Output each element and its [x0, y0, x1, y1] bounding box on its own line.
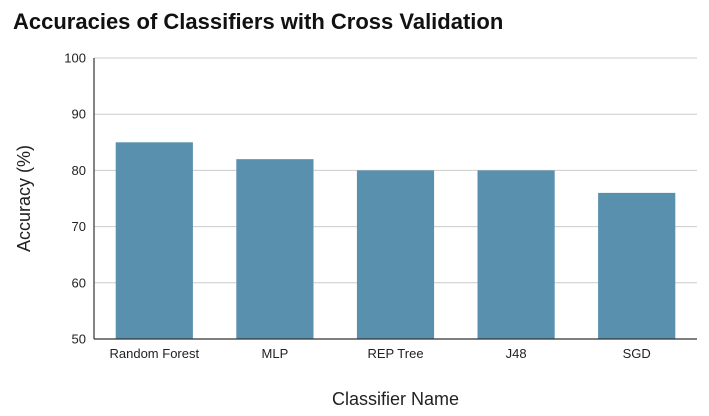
x-tick-label: MLP [262, 346, 289, 361]
bars [115, 142, 676, 339]
bar-sgd [598, 192, 676, 339]
chart-title: Accuracies of Classifiers with Cross Val… [13, 9, 504, 34]
bar-j48 [477, 170, 555, 339]
bar-random-forest [115, 142, 193, 339]
x-axis-label: Classifier Name [332, 389, 459, 409]
axes [93, 58, 697, 340]
y-tick-label: 90 [72, 107, 86, 122]
x-tick-label: J48 [506, 346, 527, 361]
y-axis-label: Accuracy (%) [14, 145, 34, 252]
x-tick-label: REP Tree [367, 346, 423, 361]
y-tick-label: 70 [72, 219, 86, 234]
x-tick-label: SGD [623, 346, 651, 361]
y-tick-label: 80 [72, 163, 86, 178]
y-tick-labels: 50 60 70 80 90 100 [64, 51, 86, 347]
y-tick-label: 100 [64, 51, 86, 66]
x-tick-labels: Random Forest MLP REP Tree J48 SGD [110, 346, 651, 361]
bar-mlp [236, 159, 314, 339]
x-tick-label: Random Forest [110, 346, 200, 361]
bar-rep-tree [356, 170, 435, 339]
y-tick-label: 50 [72, 332, 86, 347]
y-tick-label: 60 [72, 275, 86, 290]
